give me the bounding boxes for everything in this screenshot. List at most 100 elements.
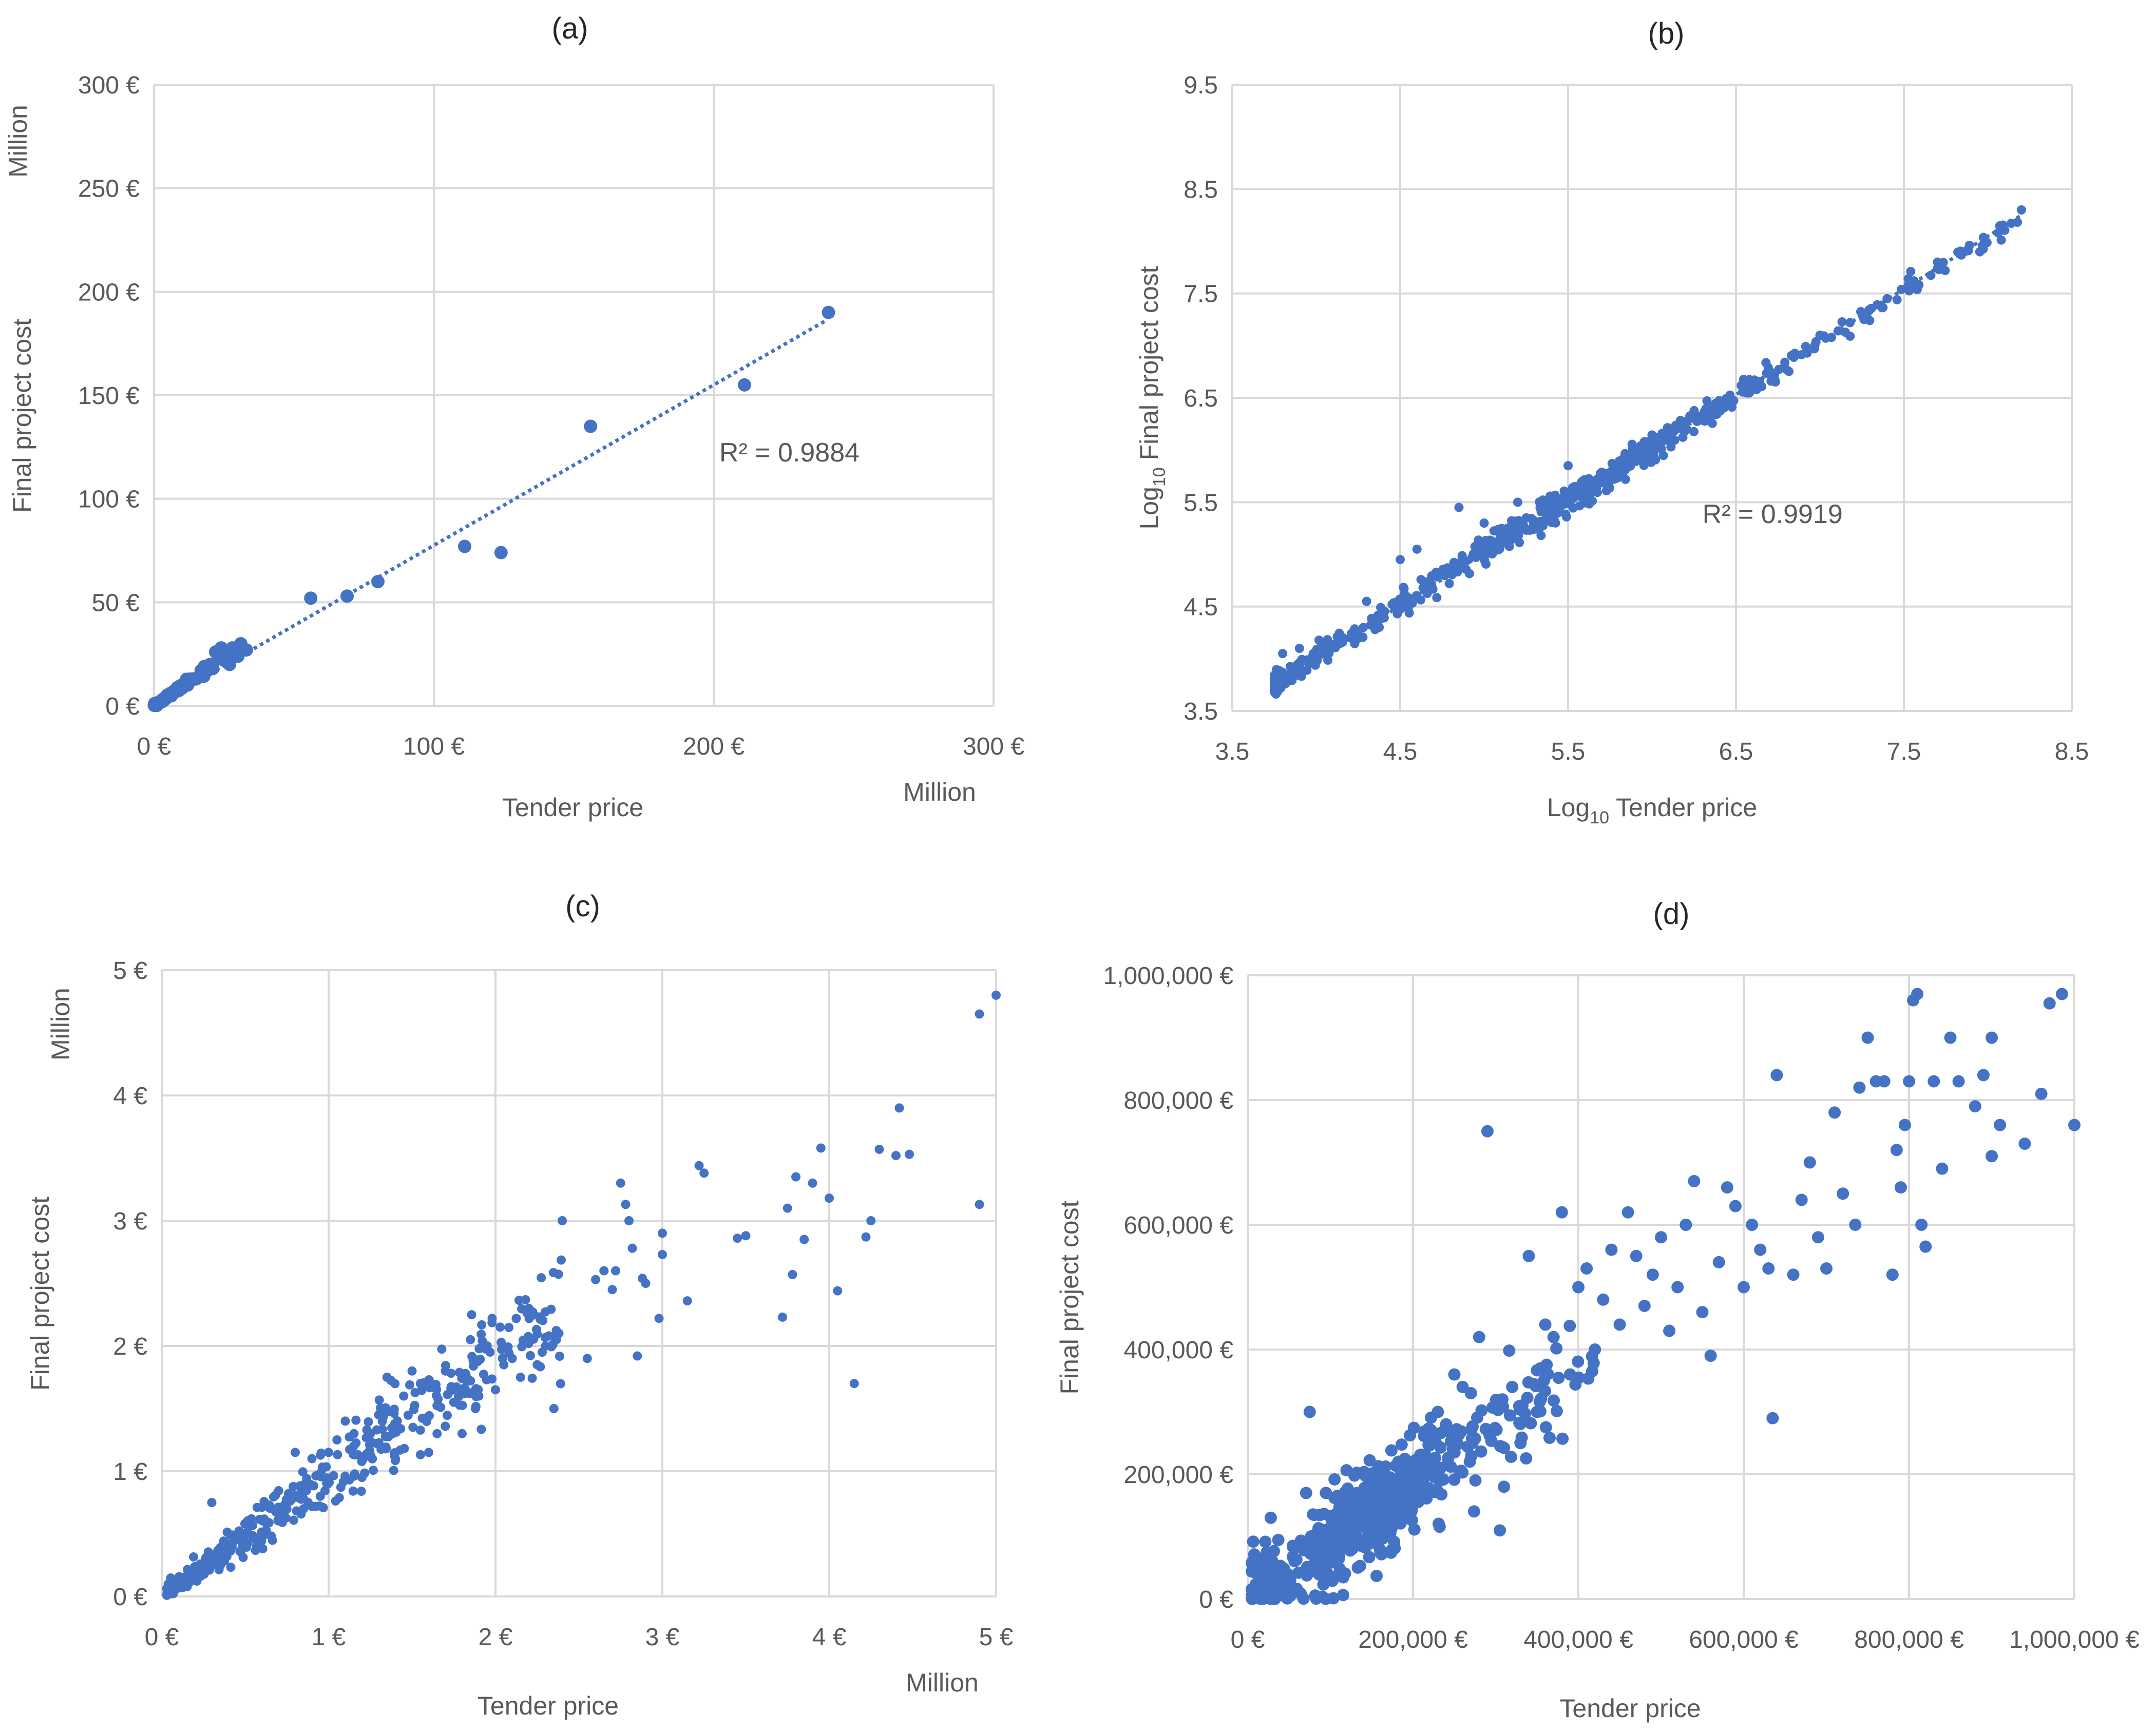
data-point	[1678, 432, 1688, 442]
data-point	[1636, 441, 1646, 451]
data-point	[783, 1203, 792, 1213]
data-point	[1344, 1513, 1357, 1526]
data-point	[460, 1389, 469, 1399]
data-point	[1940, 266, 1950, 276]
data-point	[315, 1491, 325, 1501]
data-point	[1412, 544, 1422, 554]
x-axis-label-sub: 10	[1590, 808, 1609, 827]
data-point	[517, 1342, 527, 1352]
data-point	[1349, 635, 1359, 645]
data-point	[536, 1315, 545, 1324]
data-point	[1638, 1299, 1651, 1312]
data-point	[415, 1379, 425, 1389]
data-point	[548, 1340, 558, 1350]
data-point	[194, 1572, 204, 1582]
data-point	[1323, 655, 1333, 665]
r-squared-annotation: R² = 0.9919	[1703, 499, 1843, 529]
y-tick-label: 100 €	[78, 486, 140, 513]
data-point	[1828, 1106, 1841, 1119]
data-point	[348, 1486, 358, 1496]
y-unit-label: Million	[46, 988, 75, 1061]
data-point	[324, 1448, 333, 1457]
y-unit-label: Million	[4, 105, 32, 178]
data-point	[415, 1425, 425, 1435]
data-point	[1689, 427, 1699, 436]
data-point	[516, 1373, 525, 1382]
y-axis-label-rest: Final project cost	[1135, 266, 1163, 467]
y-tick-label: 9.5	[1184, 72, 1218, 99]
data-point	[1494, 1524, 1506, 1537]
x-tick-label: 1 €	[312, 1624, 346, 1651]
x-tick-label: 300 €	[963, 733, 1024, 760]
data-point	[1780, 357, 1790, 367]
data-point	[289, 1515, 298, 1525]
data-point	[264, 1500, 274, 1510]
panel-label: (d)	[1653, 897, 1690, 931]
data-point	[1363, 1454, 1376, 1467]
data-point	[226, 1563, 236, 1572]
data-point	[415, 1450, 425, 1459]
data-point	[162, 1590, 171, 1600]
data-point	[457, 1400, 467, 1410]
data-point	[1422, 1438, 1435, 1451]
data-point	[1383, 1523, 1396, 1535]
data-point	[822, 305, 835, 319]
data-point	[1661, 431, 1670, 441]
data-point	[894, 1103, 904, 1113]
data-point	[1717, 403, 1727, 413]
data-point	[1246, 1589, 1258, 1602]
data-point	[1696, 1306, 1709, 1319]
data-point	[733, 1234, 742, 1243]
data-point	[213, 1553, 222, 1563]
data-point	[1933, 257, 1942, 267]
data-point	[524, 1303, 533, 1313]
data-point	[457, 1429, 467, 1438]
data-point	[1646, 1268, 1659, 1281]
data-point	[1621, 461, 1631, 471]
data-point	[1313, 1539, 1326, 1552]
data-point	[1869, 1075, 1882, 1088]
y-tick-label: 0 €	[105, 693, 140, 720]
data-point	[2018, 1138, 2031, 1150]
data-point	[514, 1296, 524, 1305]
data-point	[476, 1330, 486, 1339]
data-point	[1543, 1432, 1556, 1445]
data-point	[2068, 1119, 2081, 1131]
data-point	[487, 1314, 497, 1323]
data-point	[471, 1404, 480, 1413]
x-tick-label: 4.5	[1383, 738, 1418, 765]
y-tick-label: 0 €	[1199, 1586, 1233, 1613]
data-point	[1535, 503, 1545, 513]
data-point	[1563, 461, 1573, 471]
data-point	[1738, 1281, 1750, 1294]
data-point	[461, 1369, 470, 1378]
data-point	[1694, 412, 1704, 421]
data-point	[1295, 665, 1305, 675]
data-point	[1621, 1206, 1634, 1219]
data-point	[1492, 1403, 1504, 1416]
data-point	[1915, 1219, 1928, 1231]
data-point	[1605, 1243, 1618, 1256]
data-point	[1407, 599, 1417, 608]
x-axis-label-log: Log	[1547, 793, 1590, 822]
data-point	[1890, 1144, 1903, 1157]
data-point	[368, 1466, 378, 1475]
data-point	[1630, 1249, 1643, 1262]
data-point	[1766, 1412, 1779, 1424]
data-point	[1563, 1368, 1576, 1381]
data-point	[511, 1314, 521, 1323]
chart-panel-d: (d) 0 € 200,000 € 400,000 € 600,000 € 800,000…	[1055, 897, 2140, 1723]
data-point	[474, 1391, 484, 1401]
data-point	[556, 1379, 565, 1389]
data-point	[358, 1454, 368, 1464]
data-point	[778, 1312, 787, 1322]
data-point	[741, 1231, 751, 1241]
data-point	[1473, 1331, 1485, 1343]
data-point	[1475, 1445, 1487, 1458]
data-point	[621, 1200, 631, 1209]
data-point	[975, 1200, 984, 1209]
data-point	[1721, 1181, 1733, 1194]
data-point	[1552, 1372, 1565, 1384]
data-point	[381, 1403, 391, 1413]
